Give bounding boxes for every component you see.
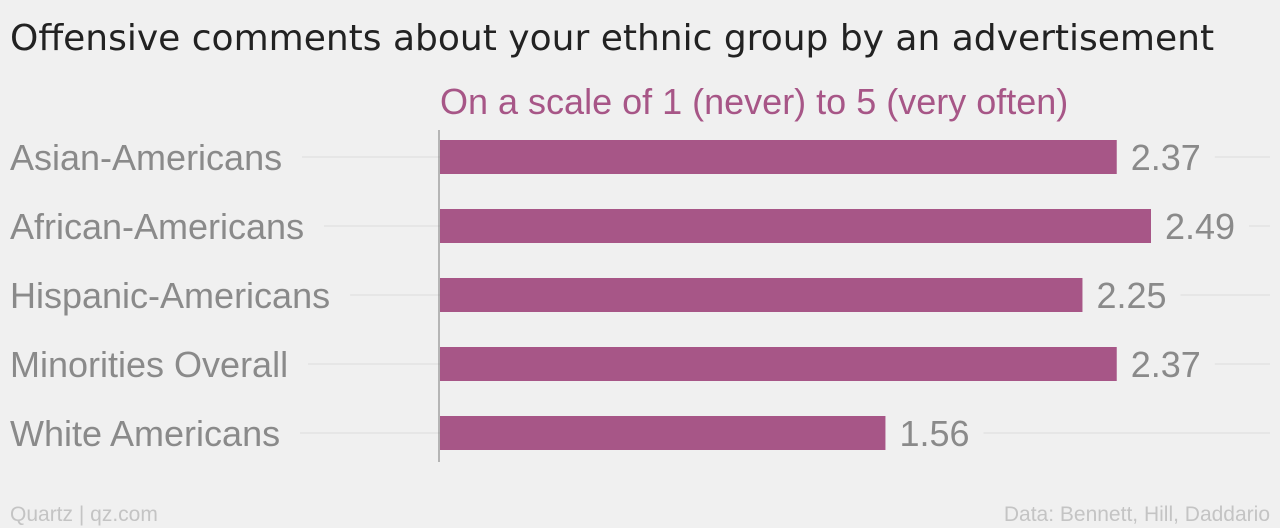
category-label: African-Americans xyxy=(10,206,304,247)
chart-subtitle: On a scale of 1 (never) to 5 (very often… xyxy=(440,81,1068,122)
category-label: Minorities Overall xyxy=(10,344,288,385)
value-label: 2.37 xyxy=(1131,137,1201,178)
bar xyxy=(440,209,1151,243)
footer-source-credit: Quartz | qz.com xyxy=(10,503,158,526)
grid-lines xyxy=(300,156,1270,434)
bar xyxy=(440,347,1117,381)
category-labels: Asian-Americans African-Americans Hispanic… xyxy=(10,137,330,454)
value-labels: 2.37 2.49 2.25 2.37 1.56 xyxy=(899,137,1235,454)
value-label: 2.37 xyxy=(1131,344,1201,385)
chart-title: Offensive comments about your ethnic gro… xyxy=(10,18,1214,59)
value-label: 2.49 xyxy=(1165,206,1235,247)
bar xyxy=(440,140,1117,174)
bar xyxy=(440,416,886,450)
category-label: Asian-Americans xyxy=(10,137,282,178)
bars xyxy=(440,140,1151,450)
value-label: 2.25 xyxy=(1096,275,1166,316)
category-label: White Americans xyxy=(10,413,280,454)
category-label: Hispanic-Americans xyxy=(10,275,330,316)
value-label: 1.56 xyxy=(899,413,969,454)
footer-data-credit: Data: Bennett, Hill, Daddario xyxy=(1004,503,1270,526)
bar xyxy=(440,278,1083,312)
